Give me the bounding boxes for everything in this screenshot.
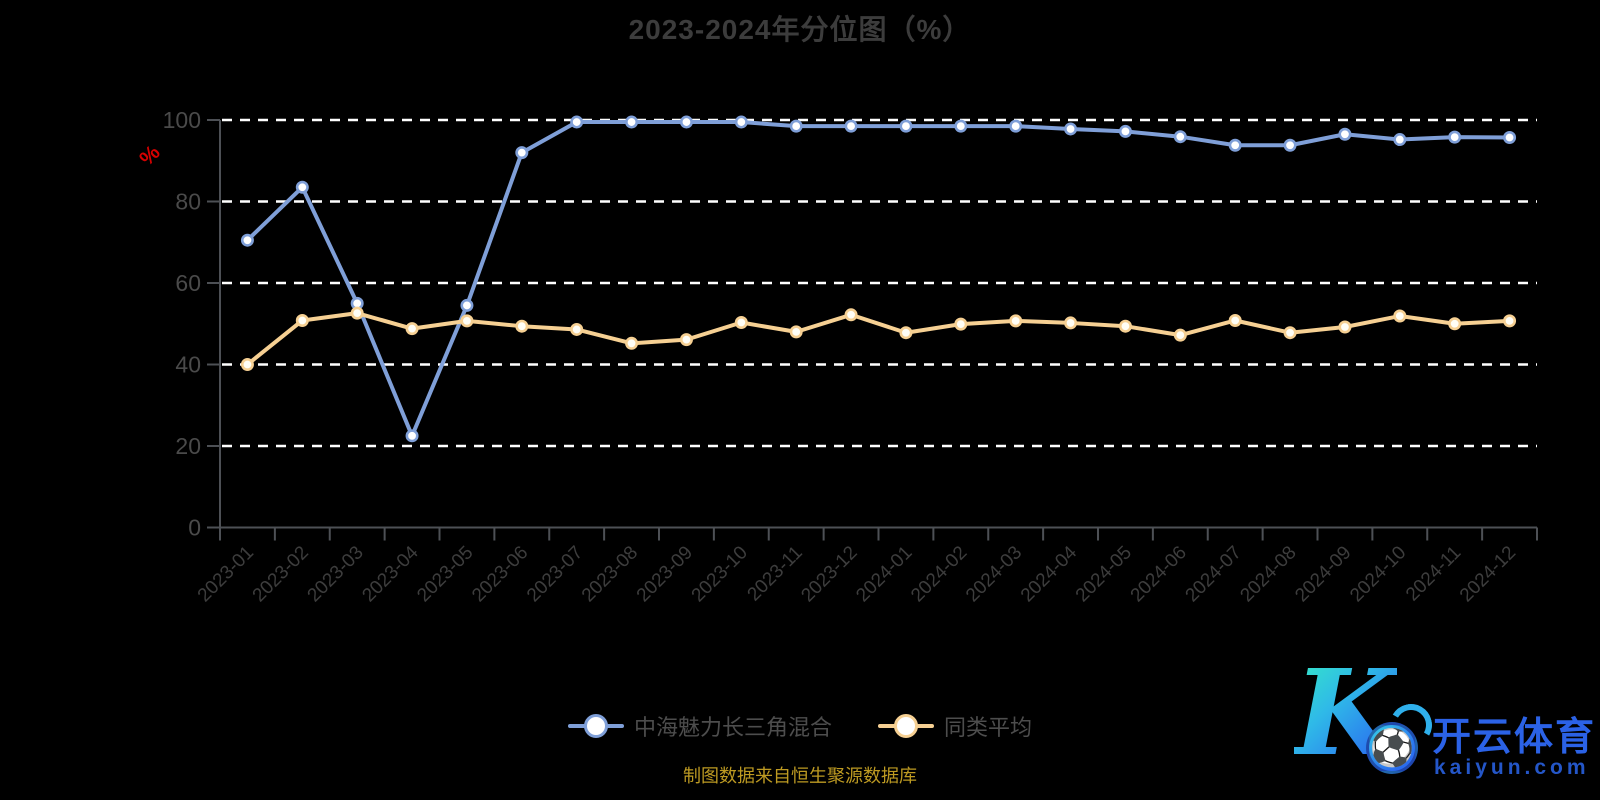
- data-point-1-2024-09[interactable]: [1338, 320, 1352, 334]
- data-point-1-2023-07[interactable]: [570, 322, 584, 336]
- data-point-1-2023-03[interactable]: [350, 306, 364, 320]
- data-point-1-2023-02[interactable]: [295, 313, 309, 327]
- x-label-2024-11: 2024-11: [1402, 542, 1465, 605]
- data-point-1-2024-07[interactable]: [1228, 313, 1242, 327]
- data-point-1-2023-08[interactable]: [625, 336, 639, 350]
- data-point-0-2023-04[interactable]: [405, 429, 419, 443]
- series-line-1: [245, 311, 1512, 367]
- y-tick-label-40: 40: [175, 352, 201, 378]
- x-label-2024-04: 2024-04: [1017, 542, 1081, 606]
- legend-item-peer-average[interactable]: 同类平均: [878, 710, 1032, 742]
- x-label-2023-11: 2023-11: [744, 542, 807, 605]
- data-point-1-2023-04[interactable]: [405, 322, 419, 336]
- data-point-0-2024-08[interactable]: [1283, 138, 1297, 152]
- data-point-1-2024-10[interactable]: [1393, 309, 1407, 323]
- legend-label-peer-average: 同类平均: [944, 715, 1033, 740]
- data-point-1-2024-01[interactable]: [899, 326, 913, 340]
- y-tick-label-0: 0: [188, 515, 201, 541]
- legend-item-fund[interactable]: 中海魅力长三角混合: [567, 710, 832, 742]
- data-point-0-2024-07[interactable]: [1228, 138, 1242, 152]
- x-label-2023-09: 2023-09: [633, 542, 697, 606]
- kaiyun-domain: kaiyun.com: [1434, 756, 1590, 779]
- x-label-2024-07: 2024-07: [1182, 542, 1246, 606]
- data-point-1-2024-04[interactable]: [1064, 316, 1078, 330]
- y-tick-label-100: 100: [163, 107, 201, 133]
- x-label-2024-05: 2024-05: [1072, 542, 1136, 606]
- data-point-0-2024-03[interactable]: [1009, 119, 1023, 133]
- x-label-2023-04: 2023-04: [358, 542, 422, 606]
- data-point-0-2024-04[interactable]: [1064, 122, 1078, 136]
- x-label-2023-08: 2023-08: [578, 542, 642, 606]
- chart-legend: 中海魅力长三角混合 同类平均: [0, 710, 1600, 742]
- data-point-0-2023-01[interactable]: [240, 233, 254, 247]
- x-label-2023-10: 2023-10: [688, 542, 752, 606]
- data-point-1-2023-11[interactable]: [789, 325, 803, 339]
- data-point-0-2023-09[interactable]: [679, 115, 693, 129]
- kaiyun-logo[interactable]: K ⚽ 开云体育 kaiyun.com: [1288, 654, 1598, 795]
- data-point-0-2023-10[interactable]: [734, 115, 748, 129]
- y-tick-label-60: 60: [175, 270, 201, 296]
- chart-title: 2023-2024年分位图（%）: [628, 14, 972, 45]
- data-point-0-2024-12[interactable]: [1503, 131, 1517, 145]
- data-point-1-2023-10[interactable]: [734, 316, 748, 330]
- x-label-2023-02: 2023-02: [249, 542, 313, 606]
- x-label-2023-01: 2023-01: [194, 542, 258, 606]
- data-point-1-2024-06[interactable]: [1173, 328, 1187, 342]
- x-label-2024-10: 2024-10: [1346, 542, 1410, 606]
- data-point-0-2023-05[interactable]: [460, 298, 474, 312]
- kaiyun-brand-name: 开云体育: [1432, 716, 1597, 759]
- data-point-1-2023-05[interactable]: [460, 314, 474, 328]
- x-label-2023-06: 2023-06: [468, 542, 532, 606]
- data-point-1-2023-06[interactable]: [515, 319, 529, 333]
- data-point-1-2024-05[interactable]: [1118, 319, 1132, 333]
- data-source-note: 制图数据来自恒生聚源数据库: [683, 766, 917, 786]
- x-label-2024-02: 2024-02: [907, 542, 971, 606]
- series-line-0: [245, 120, 1512, 438]
- fund-series-marker-icon: [567, 713, 624, 739]
- data-point-0-2023-02[interactable]: [295, 180, 309, 194]
- x-label-2024-12: 2024-12: [1456, 542, 1520, 606]
- x-label-2023-12: 2023-12: [797, 542, 861, 606]
- data-point-0-2023-11[interactable]: [789, 119, 803, 133]
- data-point-0-2023-07[interactable]: [570, 115, 584, 129]
- data-point-0-2023-06[interactable]: [515, 146, 529, 160]
- x-label-2023-03: 2023-03: [304, 542, 368, 606]
- legend-label-fund: 中海魅力长三角混合: [633, 715, 832, 740]
- x-label-2024-03: 2024-03: [962, 542, 1026, 606]
- data-point-1-2024-08[interactable]: [1283, 326, 1297, 340]
- x-label-2024-09: 2024-09: [1291, 542, 1355, 606]
- x-label-2023-07: 2023-07: [523, 542, 587, 606]
- x-label-2023-05: 2023-05: [413, 542, 477, 606]
- data-point-0-2024-09[interactable]: [1338, 127, 1352, 141]
- data-point-0-2024-02[interactable]: [954, 119, 968, 133]
- soccer-ball-icon: ⚽: [1366, 722, 1418, 774]
- data-point-1-2024-03[interactable]: [1009, 314, 1023, 328]
- data-point-0-2024-05[interactable]: [1118, 124, 1132, 138]
- data-point-1-2024-11[interactable]: [1448, 317, 1462, 331]
- data-point-1-2024-12[interactable]: [1503, 314, 1517, 328]
- data-point-0-2024-01[interactable]: [899, 119, 913, 133]
- x-label-2024-08: 2024-08: [1236, 542, 1300, 606]
- data-point-1-2023-01[interactable]: [240, 357, 254, 371]
- x-label-2024-06: 2024-06: [1127, 542, 1191, 606]
- data-point-0-2024-06[interactable]: [1173, 130, 1187, 144]
- data-point-1-2023-12[interactable]: [844, 308, 858, 322]
- y-tick-label-80: 80: [175, 189, 201, 215]
- y-tick-label-20: 20: [175, 433, 201, 459]
- data-point-0-2023-08[interactable]: [625, 115, 639, 129]
- data-point-0-2024-11[interactable]: [1448, 130, 1462, 144]
- x-label-2024-01: 2024-01: [852, 542, 916, 606]
- peer-series-marker-icon: [878, 713, 934, 739]
- data-point-1-2023-09[interactable]: [679, 333, 693, 347]
- data-point-0-2023-12[interactable]: [844, 119, 858, 133]
- data-point-0-2024-10[interactable]: [1393, 133, 1407, 147]
- data-point-1-2024-02[interactable]: [954, 317, 968, 331]
